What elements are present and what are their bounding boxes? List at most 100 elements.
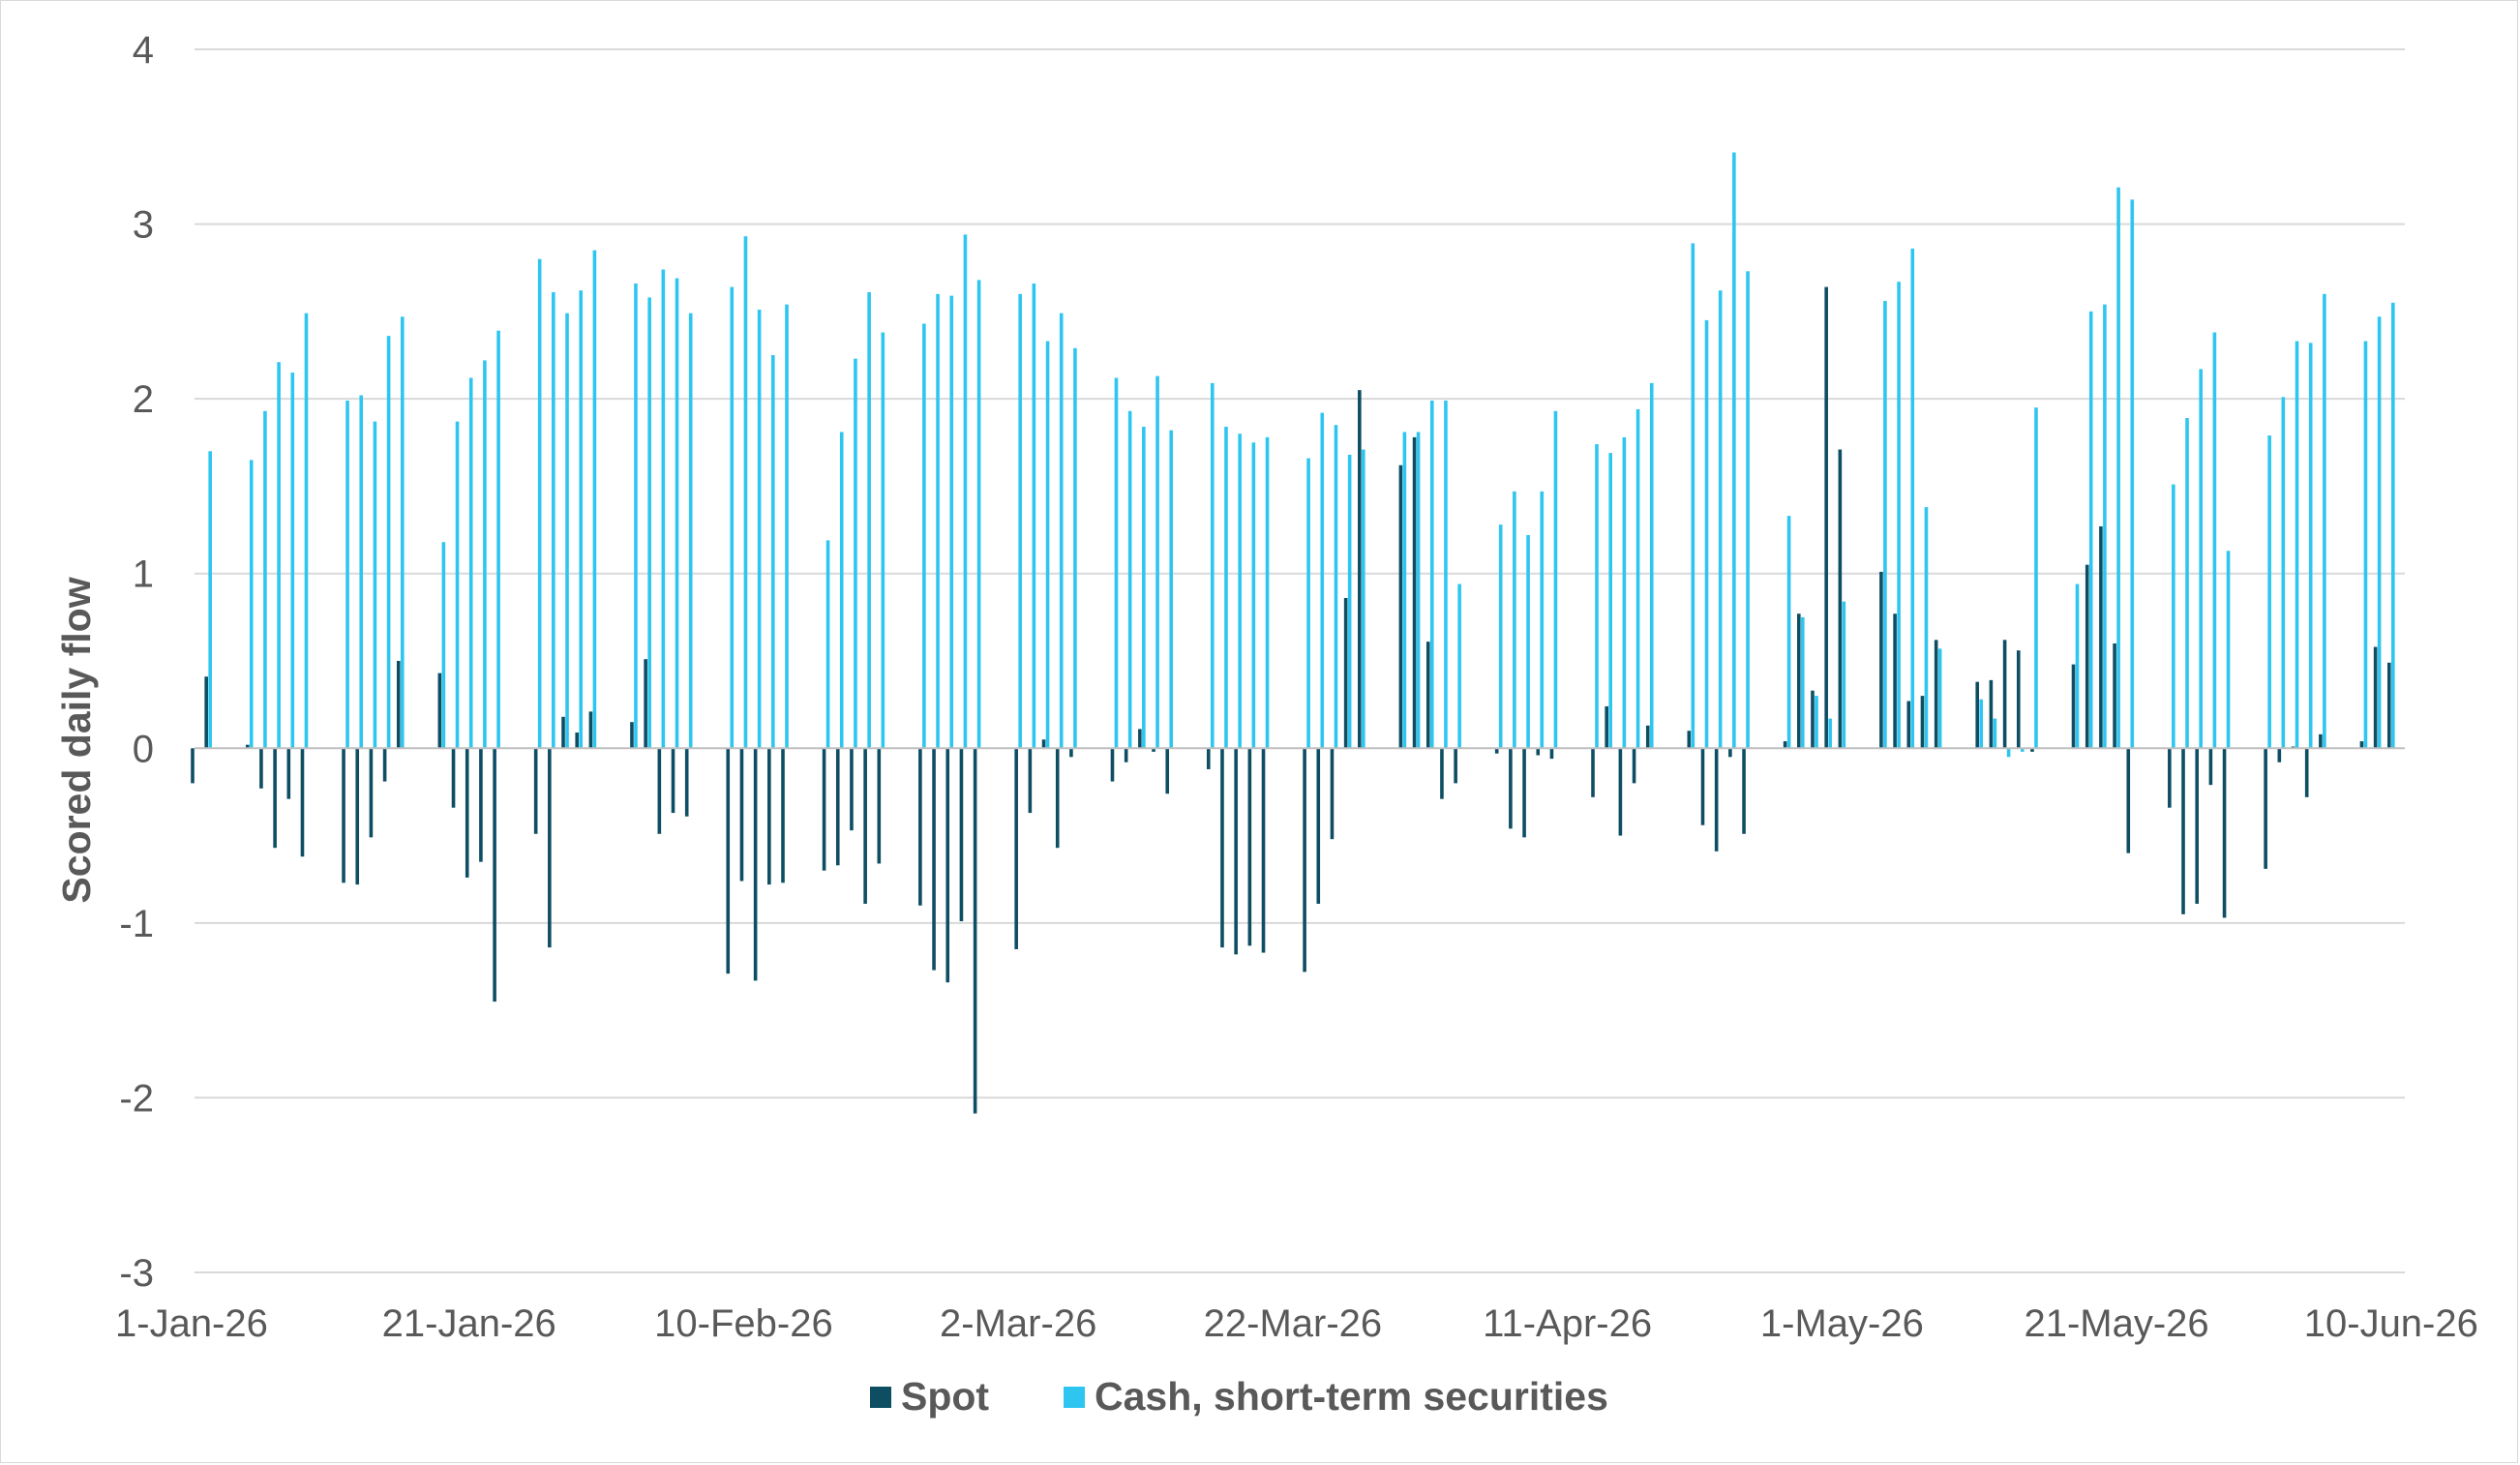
bar-cash: [579, 290, 584, 749]
bar-cash: [922, 323, 926, 749]
y-tick-label: -2: [119, 1077, 154, 1120]
bar-spot: [767, 748, 771, 885]
bar-spot: [1728, 748, 1732, 758]
bar-cash: [441, 542, 446, 749]
bar-spot: [1454, 748, 1457, 784]
bar-spot: [1041, 739, 1046, 749]
bar-cash: [949, 295, 954, 749]
y-axis-ticks: -3 -2 -1 0 1 2 3 4: [119, 29, 154, 1295]
bar-cash: [552, 291, 555, 749]
bar-cash: [1402, 432, 1407, 749]
bar-spot: [1152, 748, 1155, 752]
bar-spot: [1522, 748, 1526, 838]
bar-spot: [1316, 748, 1321, 904]
legend-label-cash: Cash, short-term securities: [1095, 1374, 1608, 1419]
bar-cash: [1045, 341, 1050, 749]
bar-cash: [1032, 283, 1036, 749]
bar-cash: [249, 460, 254, 749]
bar-spot: [1330, 748, 1335, 840]
bar-spot: [561, 716, 565, 749]
bar-cash: [1883, 301, 1887, 749]
bar-spot: [465, 748, 469, 878]
bar-spot: [1069, 748, 1073, 758]
bar-cash: [565, 313, 569, 749]
bar-spot: [2264, 748, 2267, 869]
bar-cash: [661, 269, 666, 749]
bar-spot: [1220, 748, 1224, 948]
bar-spot: [1811, 690, 1815, 749]
bar-spot: [2126, 748, 2131, 853]
bar-cash: [304, 313, 309, 749]
bar-cash: [1334, 425, 1338, 749]
bar-spot: [273, 748, 277, 849]
bar-cash: [976, 280, 981, 749]
legend: Spot Cash, short-term securities: [870, 1374, 1608, 1419]
bar-spot: [2071, 664, 2076, 749]
bar-spot: [1700, 748, 1705, 825]
bar-spot: [1975, 681, 1980, 749]
bar-cash: [345, 400, 349, 749]
bar-cash: [2075, 583, 2080, 749]
bar-spot: [2222, 748, 2227, 918]
bar-spot: [1110, 748, 1115, 782]
bar-cash: [1169, 430, 1174, 749]
bar-cash: [1828, 718, 1832, 749]
bar-cash: [1649, 382, 1654, 749]
bar-cash: [1553, 410, 1558, 749]
bar-spot: [2085, 564, 2089, 749]
bar-cash: [1224, 427, 1228, 749]
bar-cash: [1540, 491, 1545, 749]
bar-cash: [1513, 491, 1516, 749]
bar-spot: [2359, 741, 2364, 749]
bar-cash: [1937, 648, 1942, 749]
bar-spot: [2195, 748, 2200, 904]
bar-cash: [1910, 248, 1915, 749]
bars: [191, 152, 2395, 1114]
bar-cash: [1320, 412, 1325, 749]
bar-cash: [1897, 282, 1901, 749]
y-tick-label: -1: [119, 903, 154, 945]
bar-spot: [918, 748, 922, 906]
bar-spot: [286, 748, 291, 799]
bar-spot: [1797, 613, 1801, 749]
bar-spot: [2113, 643, 2116, 749]
bar-spot: [588, 711, 593, 749]
bar-spot: [1412, 436, 1417, 749]
bar-spot: [2304, 748, 2309, 797]
bar-cash: [2281, 397, 2286, 749]
bar-spot: [1028, 748, 1033, 814]
y-tick-label: 0: [133, 728, 154, 770]
bar-cash: [2020, 748, 2025, 752]
bar-spot: [1687, 731, 1692, 749]
bar-spot: [1838, 449, 1843, 749]
bar-cash: [1306, 458, 1310, 749]
bar-cash: [647, 297, 651, 749]
legend-label-spot: Spot: [901, 1374, 989, 1419]
bar-spot: [479, 748, 483, 862]
bar-cash: [2226, 551, 2231, 749]
bar-spot: [1343, 597, 1348, 749]
bar-spot: [548, 748, 552, 948]
bar-cash: [1786, 516, 1791, 749]
x-tick-label: 10-Jun-26: [2304, 1302, 2478, 1345]
bar-spot: [2099, 525, 2103, 749]
bar-spot: [1247, 748, 1252, 946]
bar-spot: [2030, 748, 2034, 752]
bar-spot: [2168, 748, 2172, 808]
x-tick-label: 10-Feb-26: [654, 1302, 833, 1345]
bar-cash: [881, 332, 885, 749]
bar-cash: [2130, 199, 2135, 749]
bar-cash: [1142, 427, 1146, 749]
bar-spot: [1549, 748, 1554, 760]
bar-cash: [1457, 583, 1461, 749]
bar-cash: [208, 451, 212, 749]
bar-spot: [945, 748, 950, 983]
bar-spot: [657, 748, 662, 834]
bar-cash: [1704, 319, 1709, 749]
y-axis-title: Scored daily flow: [54, 577, 99, 903]
x-axis-ticks: 1-Jan-26 21-Jan-26 10-Feb-26 2-Mar-26 22-Mar…: [115, 1302, 2478, 1345]
x-tick-label: 21-May-26: [2024, 1302, 2208, 1345]
bar-spot: [2016, 650, 2021, 749]
bar-cash: [2363, 341, 2368, 749]
bar-cash: [854, 358, 857, 749]
